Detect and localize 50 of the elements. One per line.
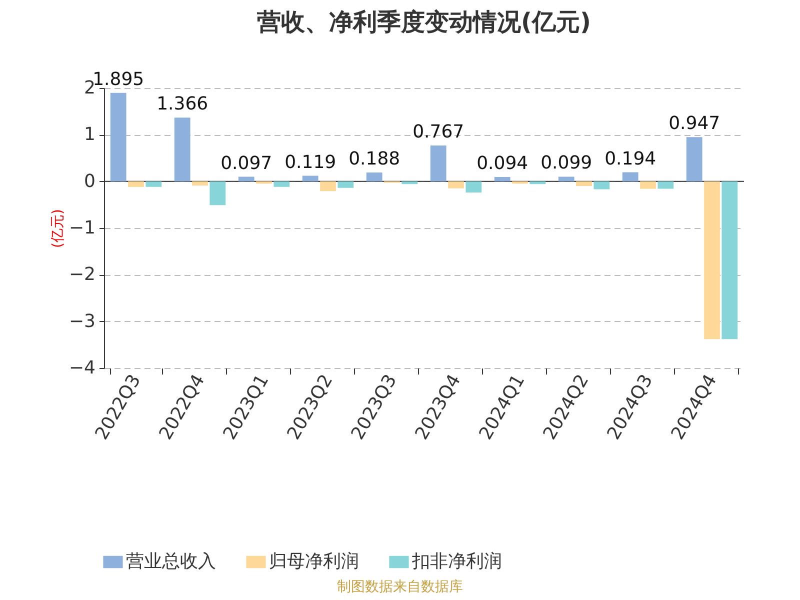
data-label: 0.947 [668,113,720,134]
bar [402,181,418,184]
data-label: 0.194 [604,148,656,170]
bar [430,146,446,182]
data-label: 0.099 [540,152,592,174]
bar [174,118,190,182]
bar [238,176,254,182]
legend-label: 扣非净利润 [411,551,502,572]
bar [576,181,592,186]
bar [704,181,720,340]
y-tick-label: 2 [84,78,96,98]
bar [722,181,738,340]
data-label: 1.366 [156,94,208,115]
y-tick-label: −2 [68,264,96,286]
data-label: 0.119 [284,152,336,173]
bar [494,176,510,182]
legend-label: 归母净利润 [269,551,359,572]
bar [320,181,336,192]
data-label: 1.895 [92,68,144,90]
chart-title: 营收、净利季度变动情况(亿元) [256,8,591,36]
bar [558,176,574,182]
legend-label: 营业总收入 [126,551,216,572]
data-label: 0.094 [476,152,528,174]
bar [658,181,674,189]
bar [366,172,382,182]
bar [192,181,208,186]
y-axis-title: (亿元) [50,209,66,248]
data-label: 0.188 [348,148,400,170]
bar [640,181,656,189]
y-tick-label: −1 [68,218,96,238]
bar [128,181,144,187]
bar [302,176,318,182]
bar [210,181,226,206]
text: 制图数据来自数据库 [336,578,464,596]
y-tick-label: 1 [84,124,96,146]
y-tick-label: −4 [68,358,96,378]
bar [448,181,464,188]
bar [338,181,354,188]
data-label: 0.097 [220,152,272,174]
bar [622,172,638,182]
bar [146,181,162,187]
bar [274,181,290,187]
y-tick-label: 0 [84,170,96,192]
data-label: 0.767 [412,122,464,143]
y-tick-label: −3 [68,310,96,332]
bar [530,181,546,184]
bar [594,181,610,190]
bar [110,92,126,182]
bar [686,137,702,182]
bar [466,181,482,193]
